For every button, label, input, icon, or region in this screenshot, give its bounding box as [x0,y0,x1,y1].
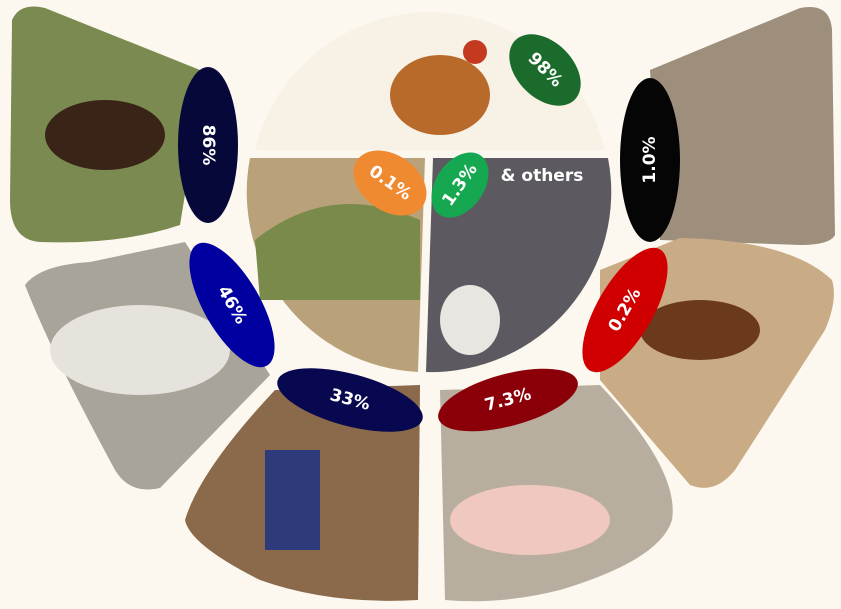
chicken-head [463,40,487,64]
sheep [50,305,230,395]
rabbit [440,285,500,355]
goat [45,100,165,170]
badge: 1.0% [620,78,680,242]
badge-label: 86% [198,125,218,166]
pig [450,485,610,555]
badge-label: 1.0% [640,136,660,183]
infographic: 98% 86% 1.0% 46% 0.2% 33% 7.3% 0.1% 1.3%… [0,0,841,609]
horse [640,300,760,360]
herder [265,450,320,550]
others-label: & others [501,166,584,186]
chicken [390,55,490,135]
badge: 86% [178,67,238,223]
